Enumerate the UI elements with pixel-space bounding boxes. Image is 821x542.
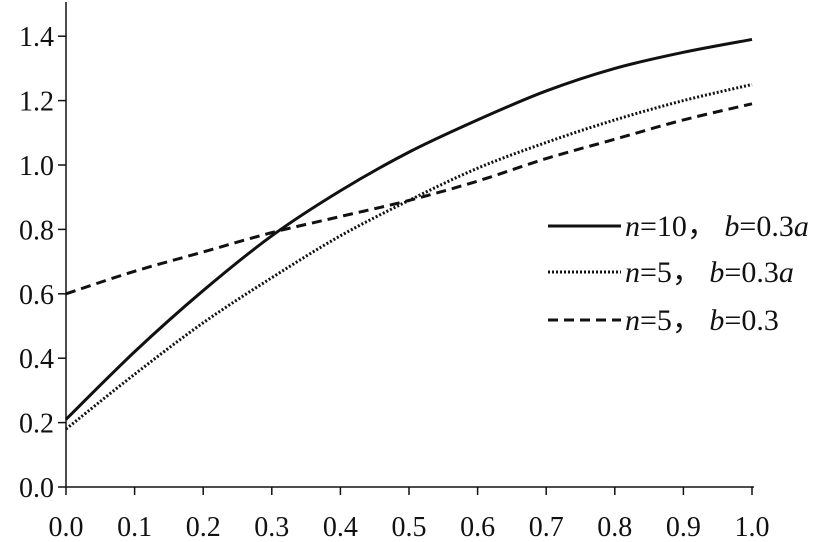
series-line-solid [64,37,753,421]
x-tick-label: 0.8 [597,512,632,542]
series-line-dashed [65,102,753,296]
y-tick-label: 0.0 [19,473,54,504]
x-tick-label: 1.0 [735,512,770,542]
legend-label: n=5， b=0.3a [625,256,794,289]
y-tick-label: 0.8 [19,215,54,246]
y-axis-ticks: 0.0 0.2 0.4 0.6 0.8 1.0 1.2 1.4 [19,22,66,504]
series-lines [64,37,753,431]
y-tick-label: 0.6 [19,280,54,311]
series-line-dotted [65,83,753,431]
y-tick-label: 0.2 [19,409,54,440]
x-tick-label: 0.5 [392,512,427,542]
legend-label: n=10， b=0.3a [625,210,809,243]
x-tick-label: 0.0 [49,512,84,542]
y-tick-label: 1.2 [19,87,54,118]
x-tick-label: 0.1 [117,512,152,542]
x-tick-label: 0.6 [460,512,495,542]
x-axis-ticks: 0.0 0.1 0.2 0.3 0.4 0.5 0.6 0.7 0.8 0.9 1.0 [49,487,770,542]
y-tick-label: 0.4 [19,344,54,375]
legend-label: n=5， b=0.3 [625,304,779,337]
x-tick-label: 0.7 [529,512,564,542]
legend: n=10， b=0.3a n=5， b=0.3a n=5， b=0.3 [548,210,809,337]
x-tick-label: 0.4 [323,512,358,542]
y-tick-label: 1.0 [19,151,54,182]
x-tick-label: 0.2 [186,512,221,542]
y-tick-label: 1.4 [19,22,54,53]
x-tick-label: 0.9 [666,512,701,542]
axes [65,2,754,488]
x-tick-label: 0.3 [254,512,289,542]
